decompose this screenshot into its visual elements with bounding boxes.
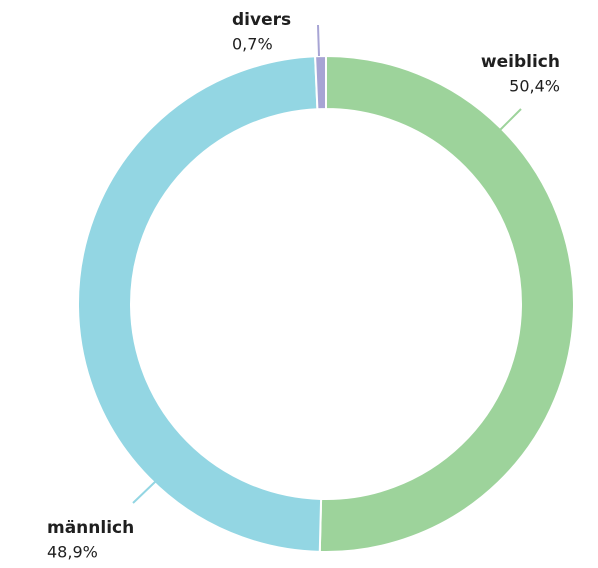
leader-line <box>499 108 522 131</box>
donut-slice <box>318 54 575 553</box>
slice-value: 0,7% <box>232 35 273 54</box>
slice-label: weiblich <box>481 52 560 72</box>
leader-line <box>132 480 157 504</box>
slice-value: 48,9% <box>47 543 98 562</box>
leader-line <box>317 24 320 57</box>
slice-label: männlich <box>47 518 134 538</box>
slice-value: 50,4% <box>509 77 560 96</box>
donut-slice <box>314 54 327 111</box>
donut-slice <box>77 55 323 553</box>
slice-label: divers <box>232 10 291 30</box>
